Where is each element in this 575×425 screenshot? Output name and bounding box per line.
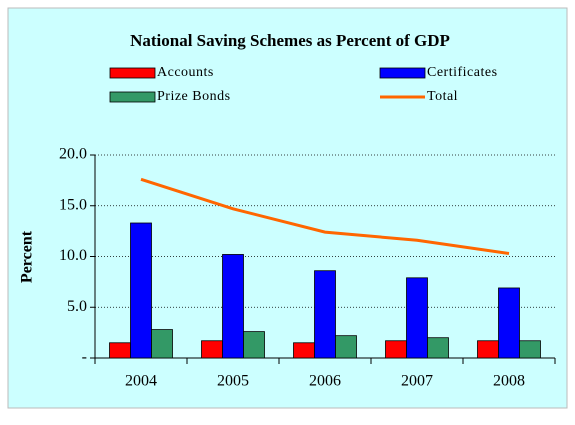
bar bbox=[151, 329, 173, 359]
bar bbox=[201, 340, 223, 359]
bar bbox=[243, 331, 265, 359]
legend-label: Certificates bbox=[427, 65, 498, 80]
legend-key bbox=[379, 67, 426, 79]
y-tick-label: 20.0 bbox=[59, 146, 87, 163]
chart-background bbox=[7, 7, 568, 409]
x-tick-label: 2007 bbox=[401, 373, 433, 390]
y-tick-label: - bbox=[82, 349, 87, 366]
legend-label: Accounts bbox=[157, 65, 214, 80]
bar bbox=[519, 340, 541, 359]
x-tick-label: 2005 bbox=[217, 373, 249, 390]
x-tick-label: 2006 bbox=[309, 373, 341, 390]
bar bbox=[335, 335, 357, 359]
x-tick-label: 2008 bbox=[493, 373, 525, 390]
legend-label: Prize Bonds bbox=[157, 89, 231, 104]
legend-key bbox=[109, 67, 156, 79]
bar bbox=[130, 222, 152, 359]
bar bbox=[498, 287, 520, 359]
y-tick-label: 15.0 bbox=[59, 196, 87, 213]
bar bbox=[385, 340, 407, 359]
bar bbox=[314, 270, 336, 359]
bar bbox=[406, 277, 428, 359]
bar bbox=[109, 342, 131, 359]
legend-label: Total bbox=[427, 89, 458, 104]
y-tick-label: 10.0 bbox=[59, 247, 87, 264]
chart-title: National Saving Schemes as Percent of GD… bbox=[130, 31, 450, 50]
bar bbox=[222, 254, 244, 359]
x-tick-label: 2004 bbox=[125, 373, 157, 390]
y-axis-label: Percent bbox=[19, 230, 36, 283]
bar bbox=[477, 340, 499, 359]
bar bbox=[293, 342, 315, 359]
legend-key bbox=[109, 91, 156, 103]
total-line bbox=[140, 177, 510, 255]
bar bbox=[427, 337, 449, 359]
y-tick-label: 5.0 bbox=[67, 298, 87, 315]
